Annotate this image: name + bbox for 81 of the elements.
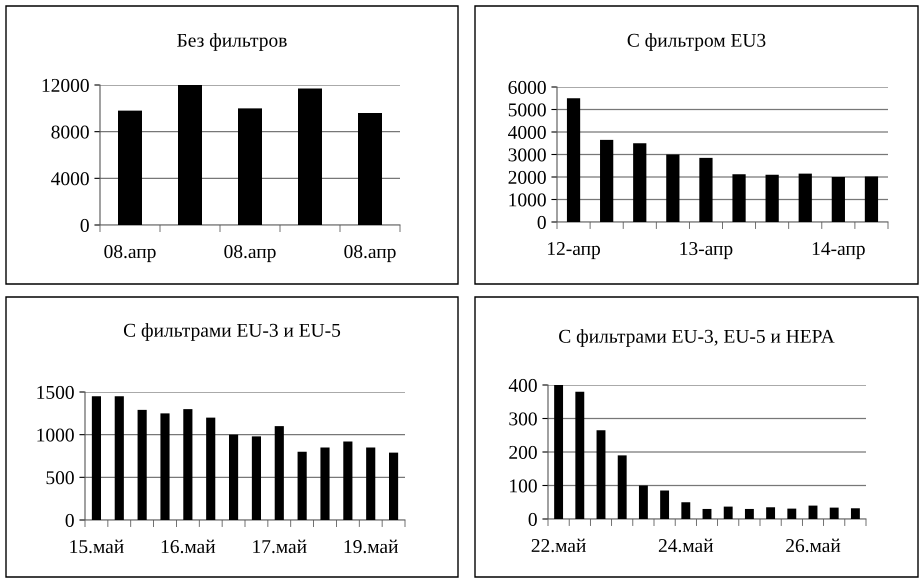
bar [638, 486, 648, 519]
y-tick-label: 1000 [509, 193, 546, 206]
y-tick-label: 3000 [508, 148, 546, 162]
y-tick-label: 0 [80, 218, 89, 232]
bar [596, 430, 606, 519]
y-tick-label: 6000 [508, 80, 546, 94]
y-tick-label: 2000 [508, 170, 546, 184]
bar [830, 508, 839, 519]
bar [366, 447, 376, 520]
chart-title: С фильтрами EU-3, EU-5 и HEPA [559, 329, 835, 347]
bar [92, 396, 101, 520]
x-tick-label: 14-апр [812, 242, 865, 260]
y-tick-label: 0 [528, 512, 537, 526]
y-tick-label: 4000 [508, 126, 546, 139]
bar [252, 436, 261, 520]
bar [118, 110, 142, 225]
x-tick-label: 17.май [253, 540, 307, 554]
x-tick-label: 24.май [658, 538, 714, 552]
bar [787, 508, 796, 519]
bar [766, 507, 776, 519]
y-tick-label: 1000 [37, 428, 74, 442]
x-tick-label: 12-апр [548, 242, 600, 260]
bar [798, 174, 812, 222]
x-tick-label: 15.май [70, 540, 124, 554]
bar [160, 413, 170, 520]
x-tick-label: 08.апр [224, 245, 276, 262]
y-tick-label: 500 [46, 471, 74, 484]
bar [183, 409, 192, 520]
bar [808, 506, 818, 519]
y-tick-label: 8000 [51, 125, 89, 139]
y-tick-label: 0 [66, 514, 74, 527]
y-tick-label: 200 [509, 446, 537, 459]
bar [681, 502, 690, 519]
y-tick-label: 1500 [37, 386, 74, 399]
chart-title: С фильтром EU3 [628, 33, 766, 51]
x-tick-label: 08.апр [344, 245, 396, 262]
bar [766, 174, 779, 222]
bar [566, 98, 580, 222]
bar [320, 447, 330, 520]
y-tick-label: 12000 [42, 78, 89, 92]
y-tick-label: 100 [510, 479, 537, 492]
y-tick-label: 300 [509, 412, 537, 426]
bar [666, 154, 680, 222]
bar [229, 434, 238, 520]
x-tick-label: 08.апр [104, 245, 156, 262]
bar [389, 452, 398, 520]
bar [178, 85, 202, 225]
bar [274, 426, 284, 520]
bar [660, 490, 670, 519]
bar [554, 385, 564, 519]
bar [732, 174, 746, 222]
bar [618, 455, 627, 519]
bar [864, 176, 878, 222]
x-tick-label: 22.май [532, 538, 586, 552]
bar [138, 410, 147, 520]
y-tick-label: 400 [508, 378, 537, 392]
bar [206, 418, 216, 520]
y-tick-label: 4000 [51, 172, 89, 186]
x-tick-label: 19.май [344, 540, 398, 554]
bar [343, 441, 352, 520]
chart-title: Без фильтров [177, 33, 287, 51]
bar [600, 140, 614, 222]
x-tick-label: 13-апр [680, 242, 732, 260]
bar [298, 452, 307, 520]
bar [699, 158, 713, 222]
x-tick-label: 26.май [786, 538, 840, 552]
bar [850, 508, 860, 519]
bar [633, 143, 646, 222]
bar [744, 508, 754, 519]
bar [358, 113, 382, 225]
y-tick-label: 5000 [508, 103, 546, 116]
x-tick-label: 16.май [162, 540, 216, 554]
bar [724, 506, 733, 519]
bar [114, 396, 124, 520]
chart-title: С фильтрами EU-3 и EU-5 [124, 323, 340, 341]
bar [298, 88, 322, 225]
y-tick-label: 0 [538, 216, 546, 229]
bar [702, 508, 712, 519]
bar [575, 392, 584, 519]
bar [832, 177, 845, 222]
bar [238, 108, 262, 225]
